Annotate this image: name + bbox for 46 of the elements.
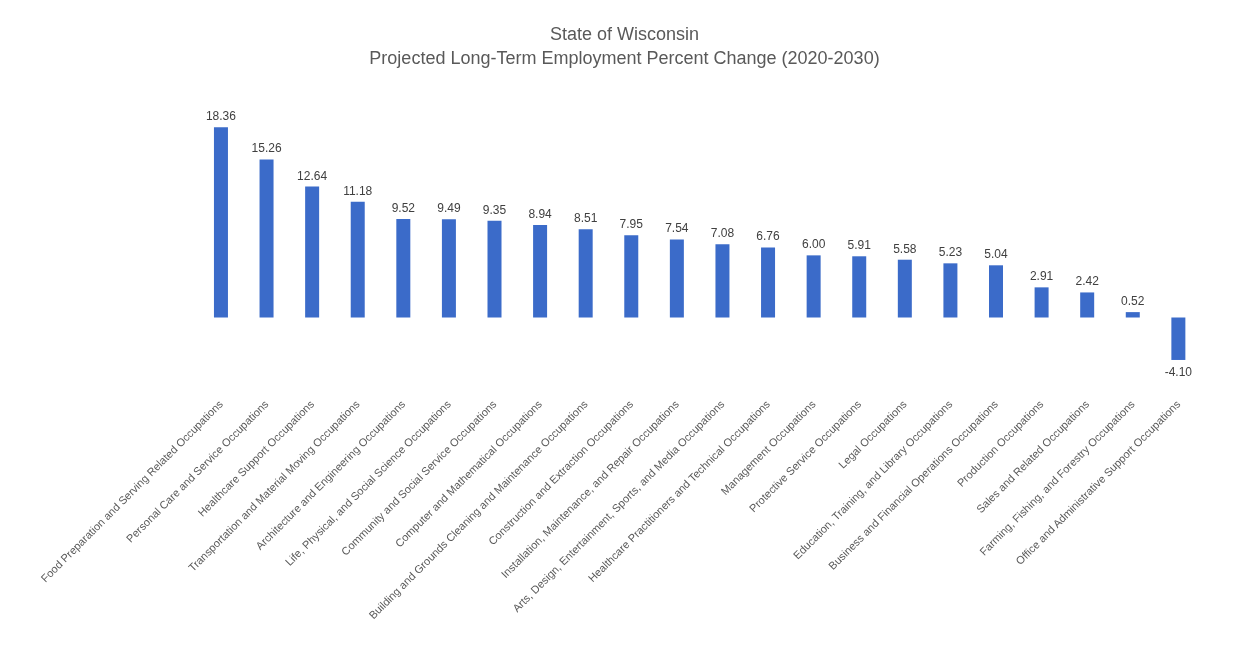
data-label: 8.94 bbox=[528, 206, 553, 221]
data-label: 12.64 bbox=[297, 168, 328, 183]
bar bbox=[213, 127, 228, 318]
bar bbox=[897, 259, 912, 318]
data-label: 5.91 bbox=[847, 238, 872, 253]
data-label: 6.76 bbox=[756, 229, 781, 244]
data-label: 11.18 bbox=[343, 183, 373, 198]
bar bbox=[1080, 292, 1095, 318]
bar bbox=[852, 256, 867, 318]
bar bbox=[441, 219, 456, 318]
chart-subtitle: Projected Long-Term Employment Percent Change (2020-2030) bbox=[368, 47, 881, 70]
bar bbox=[943, 263, 958, 318]
data-label: 15.26 bbox=[251, 141, 282, 156]
bar bbox=[487, 220, 502, 318]
bar bbox=[1034, 287, 1049, 318]
bar bbox=[1125, 312, 1140, 318]
bar bbox=[624, 235, 639, 318]
data-label: 5.58 bbox=[893, 241, 917, 256]
bar bbox=[396, 218, 411, 318]
bar bbox=[259, 159, 274, 318]
data-label: 8.51 bbox=[574, 211, 598, 226]
data-label: 9.35 bbox=[482, 202, 507, 217]
chart-title: State of Wisconsin bbox=[548, 23, 701, 46]
data-label: 5.23 bbox=[938, 245, 963, 260]
bar bbox=[350, 201, 365, 318]
data-label: 7.54 bbox=[665, 221, 689, 236]
bar bbox=[578, 229, 593, 318]
data-label: 18.36 bbox=[205, 109, 237, 124]
data-label: -4.10 bbox=[1164, 364, 1193, 379]
data-label: 7.08 bbox=[710, 226, 735, 241]
bar bbox=[989, 265, 1003, 318]
data-label: 7.95 bbox=[619, 217, 644, 232]
data-label: 9.49 bbox=[437, 201, 461, 216]
bar bbox=[715, 244, 730, 318]
bar bbox=[533, 224, 548, 318]
data-label: 2.91 bbox=[1029, 269, 1054, 284]
bar bbox=[1171, 317, 1186, 360]
data-label: 9.52 bbox=[391, 200, 416, 215]
data-label: 5.04 bbox=[984, 247, 1008, 262]
data-label: 0.52 bbox=[1121, 294, 1145, 309]
bar bbox=[806, 255, 821, 318]
bar bbox=[305, 186, 320, 318]
data-label: 6.00 bbox=[801, 237, 826, 252]
bar bbox=[669, 239, 684, 318]
data-label: 2.42 bbox=[1075, 274, 1100, 289]
bar bbox=[761, 247, 776, 318]
